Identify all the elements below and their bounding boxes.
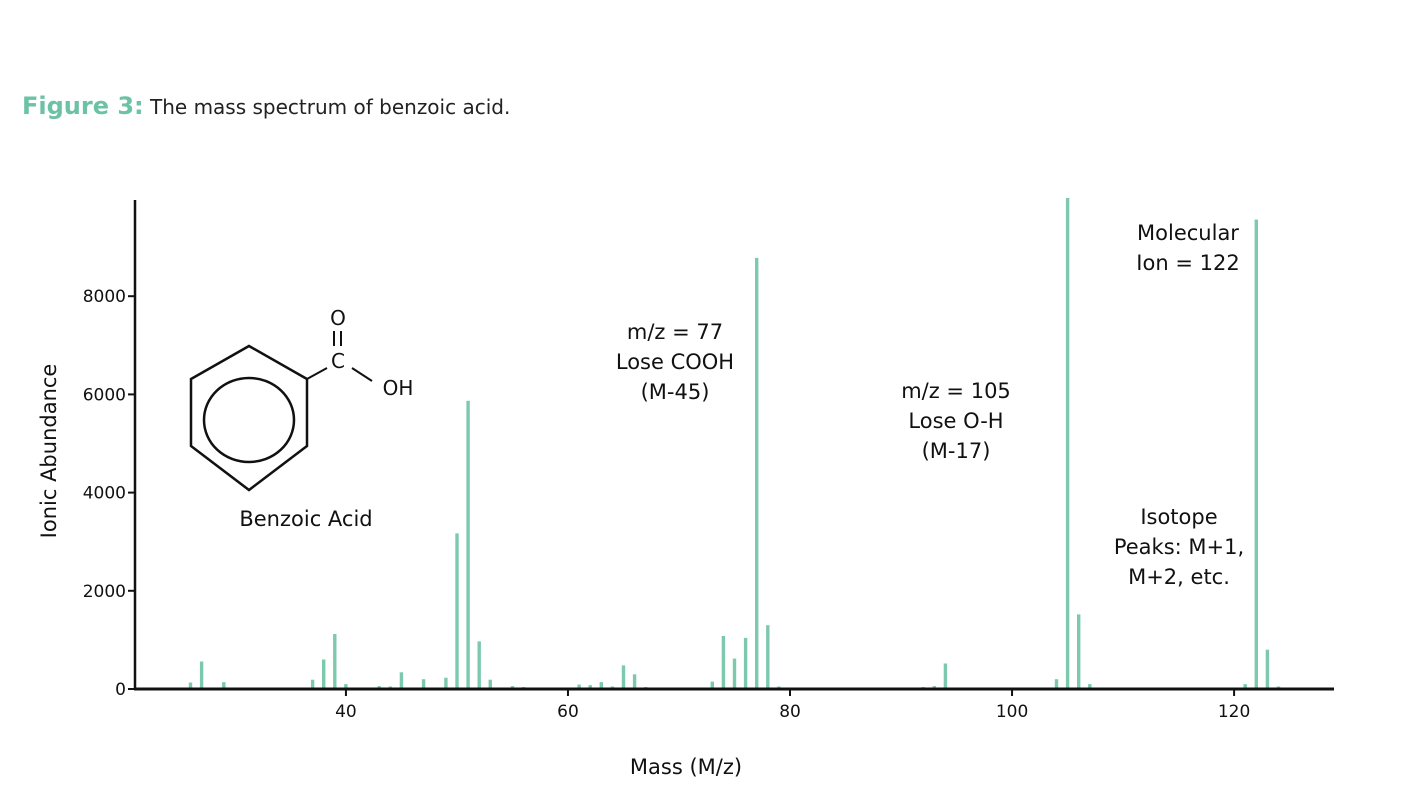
ring-carbon-bond	[306, 367, 328, 380]
spectrum-bar	[588, 685, 592, 689]
spectrum-bar	[444, 677, 448, 689]
annotation-molecular-line1: Molecular	[1137, 221, 1239, 245]
spectrum-bar	[222, 682, 226, 689]
spectrum-bar	[322, 659, 326, 689]
x-tick-label: 60	[557, 702, 579, 722]
spectrum-bar	[399, 672, 404, 689]
y-tick-label: 4000	[83, 484, 126, 504]
spectrum-bar	[310, 679, 315, 689]
spectrum-bar	[766, 625, 770, 689]
spectrum-bar	[599, 682, 603, 689]
x-tick-label: 40	[335, 702, 357, 722]
annotation-77-line1: m/z = 77	[627, 320, 723, 344]
spectrum-bar	[333, 634, 337, 689]
carbon-label: C	[331, 349, 345, 373]
carbon-oh-bond	[351, 367, 373, 382]
spectrum-bar	[1054, 679, 1059, 689]
annotation-molecular-line2: Ion = 122	[1136, 251, 1239, 275]
y-ticks-group: 0 2000 4000 6000 8000	[83, 287, 135, 700]
y-tick-label: 0	[115, 680, 126, 700]
annotation-isotope-line1: Isotope	[1140, 505, 1217, 529]
annotation-105-line3: (M-17)	[922, 439, 991, 463]
spectrum-bar	[577, 684, 581, 689]
annotation-isotope-line3: M+2, etc.	[1128, 565, 1230, 589]
annotation-105-line1: m/z = 105	[901, 379, 1011, 403]
spectrum-bar	[732, 658, 737, 689]
y-tick-label: 2000	[83, 582, 126, 602]
axes-group	[133, 200, 1334, 691]
spectrum-bar	[743, 637, 748, 689]
benzene-ring-icon	[189, 344, 309, 492]
x-tick-label: 120	[1218, 702, 1250, 722]
spectrum-bar	[632, 674, 637, 689]
benzoic-acid-structure: O C OH Benzoic Acid	[189, 306, 414, 531]
annotation-77-line2: Lose COOH	[616, 350, 734, 374]
spectrum-bar	[477, 641, 481, 689]
annotation-105-line2: Lose O-H	[908, 409, 1003, 433]
spectrum-bar	[710, 681, 714, 689]
spectrum-bar	[1254, 219, 1258, 689]
spectrum-bar	[199, 661, 204, 689]
x-tick-label: 80	[779, 702, 801, 722]
spectrum-bar	[1088, 684, 1092, 689]
spectrum-bar	[188, 682, 193, 689]
spectrum-bar	[466, 400, 470, 689]
figure-label: Figure 3:	[22, 92, 144, 120]
spectrum-bar	[943, 663, 948, 689]
x-ticks-group: 40 60 80 100 120	[335, 689, 1250, 722]
y-tick-label: 6000	[83, 385, 126, 405]
spectrum-bar	[455, 533, 459, 689]
spectrum-bar	[1243, 684, 1247, 689]
y-tick-label: 8000	[83, 287, 126, 307]
molecule-name: Benzoic Acid	[239, 507, 372, 531]
hydroxyl-label: OH	[383, 376, 414, 400]
spectrum-bar	[721, 636, 726, 689]
x-axis-title: Mass (M/z)	[630, 755, 742, 779]
spectrum-bar	[488, 679, 492, 689]
spectrum-bar	[1065, 198, 1070, 689]
bars-group	[188, 198, 1281, 689]
spectrum-bar	[1077, 614, 1081, 689]
y-axis-title: Ionic Abundance	[37, 364, 61, 539]
x-tick-label: 100	[996, 702, 1028, 722]
aromatic-circle-icon	[202, 376, 296, 464]
spectrum-bar	[755, 257, 759, 689]
annotation-isotope-line2: Peaks: M+1,	[1114, 535, 1244, 559]
spectrum-bar	[421, 679, 426, 689]
figure-caption-text: The mass spectrum of benzoic acid.	[150, 95, 511, 119]
spectrum-bar	[344, 684, 348, 689]
spectrum-bar	[1265, 649, 1270, 689]
figure-caption: Figure 3: The mass spectrum of benzoic a…	[22, 92, 510, 120]
oxygen-label: O	[330, 306, 346, 330]
annotation-77-line3: (M-45)	[641, 380, 710, 404]
spectrum-bar	[621, 665, 626, 689]
